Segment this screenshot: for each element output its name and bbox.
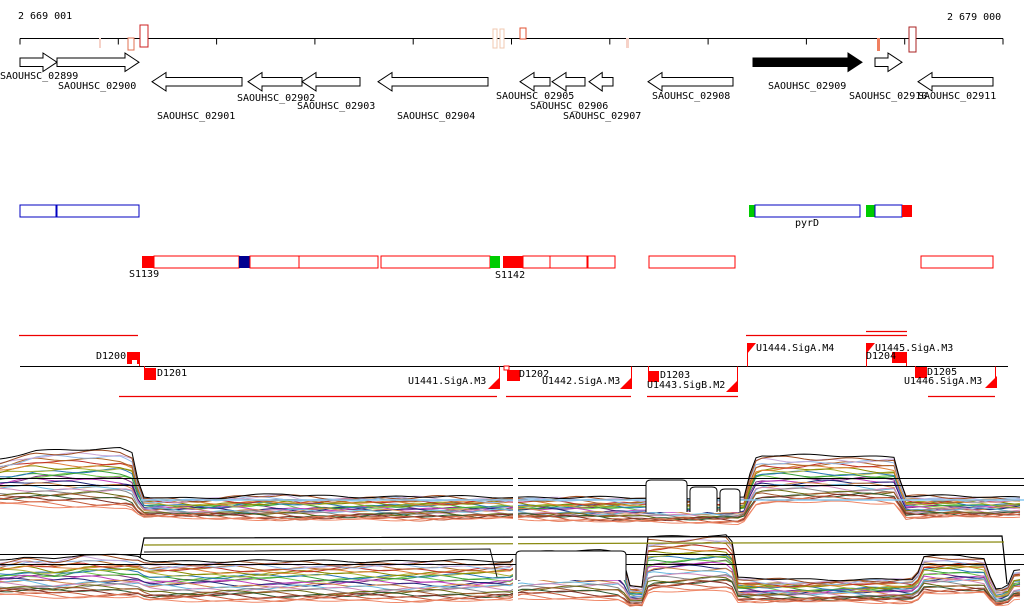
promoter-flag-u1446.siga.m3[interactable] [985, 376, 997, 388]
promoter-flag-u1445.siga.m3[interactable] [866, 343, 875, 354]
expression-trace [0, 489, 1021, 521]
operon-track-feature[interactable] [866, 205, 875, 217]
expression-trace [0, 483, 1020, 518]
segment-track [142, 255, 994, 269]
segment-track-feature[interactable] [239, 256, 250, 268]
expression-bump [689, 486, 718, 512]
expression-bump [515, 550, 627, 580]
ruler-variant-mark[interactable] [626, 38, 629, 48]
flag-anchor-box [503, 365, 510, 371]
segment-track-feature[interactable] [142, 256, 154, 268]
expression-outlier-trace [143, 541, 1005, 546]
expression-trace [0, 500, 1021, 526]
ruler [19, 24, 1004, 53]
terminator-flag-d1201[interactable] [144, 368, 156, 380]
gene-arrow-saouhsc_02899[interactable] [19, 52, 58, 73]
gene-arrow-saouhsc_02904[interactable] [377, 71, 489, 92]
gene-arrow-saouhsc_02900[interactable] [56, 52, 140, 73]
expression-trace [0, 460, 1021, 506]
operon-track-feature[interactable] [902, 205, 912, 217]
promoter-flag-u1441.siga.m3[interactable] [488, 377, 500, 389]
plot-page-gap [513, 438, 518, 608]
ruler-variant-mark[interactable] [492, 28, 498, 49]
gene-arrow-saouhsc_02901[interactable] [151, 71, 243, 92]
expression-outlier-trace [139, 535, 1008, 585]
ruler-variant-mark[interactable] [139, 24, 149, 48]
ruler-variant-mark[interactable] [877, 38, 880, 51]
expression-bump [645, 479, 688, 512]
gene-arrow-saouhsc_02906[interactable] [551, 71, 586, 92]
expression-trace [0, 589, 1021, 607]
gene-arrow-saouhsc_02903[interactable] [301, 71, 361, 92]
segment-track-feature[interactable] [503, 256, 523, 268]
regulatory-track [19, 330, 1008, 398]
segment-track-feature[interactable] [380, 255, 491, 269]
promoter-flag-u1443.sigb.m2[interactable] [726, 380, 738, 392]
expression-trace [0, 467, 1021, 510]
gene-arrow-saouhsc_02908[interactable] [647, 71, 734, 92]
expression-trace [0, 553, 1021, 597]
operon-track-feature[interactable] [874, 204, 903, 218]
segment-track-feature[interactable] [920, 255, 994, 269]
ruler-variant-mark[interactable] [519, 27, 527, 40]
operon-track-feature[interactable] [19, 204, 57, 218]
expression-trace [0, 538, 1021, 594]
expression-trace [0, 554, 1021, 596]
promoter-flag-u1444.siga.m4[interactable] [747, 343, 756, 354]
segment-track-feature[interactable] [490, 256, 500, 268]
operon-track-feature[interactable] [754, 204, 861, 218]
ruler-variant-mark[interactable] [99, 38, 101, 48]
segment-track-feature[interactable] [298, 255, 379, 269]
gene-arrow-saouhsc_02905[interactable] [519, 71, 551, 92]
gene-arrow-saouhsc_02909[interactable] [752, 52, 863, 73]
ruler-variant-mark[interactable] [127, 37, 135, 51]
terminator-flag-d1204[interactable] [892, 352, 907, 363]
operon-track-feature[interactable] [749, 205, 755, 217]
expression-trace [0, 446, 1021, 501]
segment-track-feature[interactable] [549, 255, 588, 269]
expression-trace [0, 586, 1021, 607]
operon-track-feature[interactable] [56, 204, 140, 218]
ruler-variant-mark[interactable] [499, 28, 505, 49]
expression-bump [719, 488, 741, 512]
expression-trace [0, 534, 1021, 590]
terminator-flag-d1203[interactable] [648, 371, 659, 382]
gene-arrow-saouhsc_02911[interactable] [917, 71, 994, 92]
segment-track-feature[interactable] [587, 255, 616, 269]
expression-trace [0, 570, 1021, 601]
segment-track-feature[interactable] [249, 255, 300, 269]
segment-track-feature[interactable] [153, 255, 240, 269]
gene-arrow-saouhsc_02907[interactable] [588, 71, 614, 92]
segment-track-feature[interactable] [522, 255, 551, 269]
expression-outlier-trace [143, 548, 498, 578]
promoter-flag-u1442.siga.m3[interactable] [620, 377, 632, 389]
expression-trace [0, 452, 1021, 504]
gene-arrow-saouhsc_02902[interactable] [247, 71, 303, 92]
segment-track-feature[interactable] [648, 255, 736, 269]
operon-track [19, 204, 912, 218]
gene-track [19, 52, 994, 92]
gene-arrow-saouhsc_02910[interactable] [874, 52, 903, 73]
terminator-flag-d1205[interactable] [915, 367, 927, 378]
expression-plot-reverse [0, 438, 1024, 608]
terminator-flag-d1202[interactable] [507, 370, 520, 381]
ruler-variant-mark[interactable] [908, 26, 917, 53]
flag-notch [132, 360, 137, 364]
expression-trace [0, 580, 1021, 604]
expression-trace [0, 544, 1021, 594]
